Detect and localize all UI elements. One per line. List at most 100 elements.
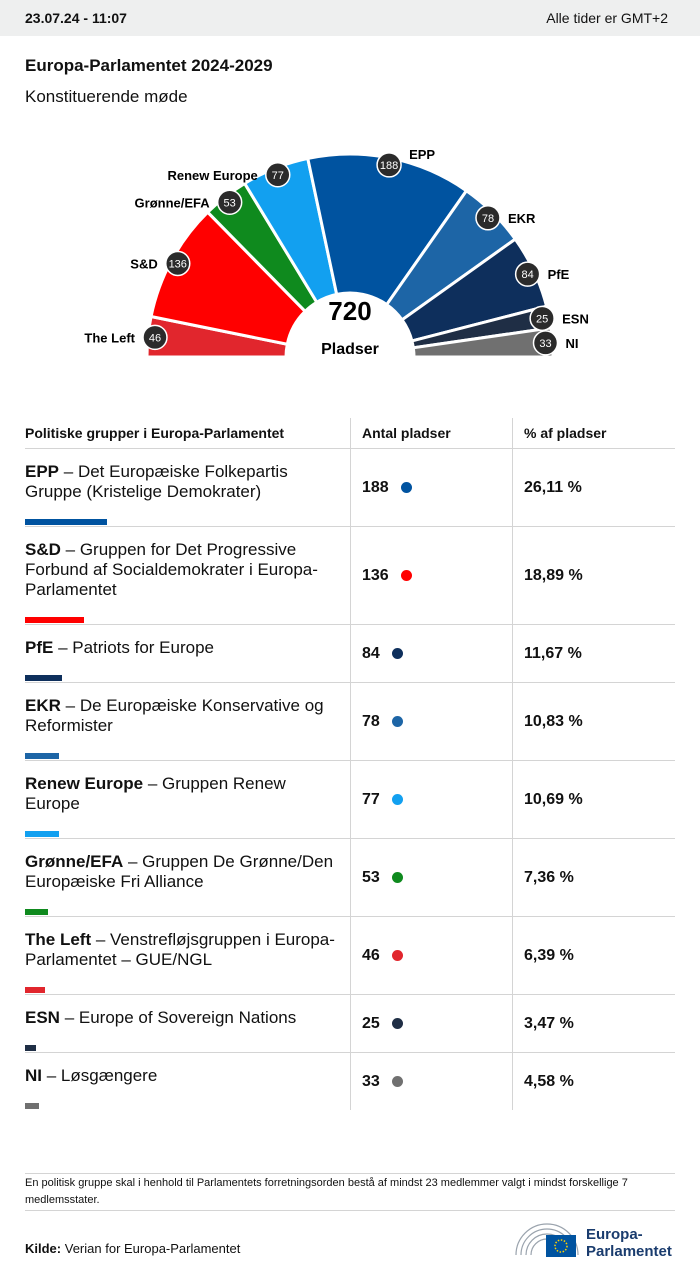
group-abbr: PfE	[25, 638, 54, 657]
group-abbr: Renew Europe	[25, 774, 144, 793]
seat-bar	[25, 987, 46, 993]
value-label: 77	[272, 170, 284, 182]
column-header: % af pladser	[512, 418, 675, 448]
seat-segment	[149, 210, 308, 347]
group-description: – Det Europæiske Folkepartis Gruppe (Kri…	[25, 462, 288, 501]
color-dot	[400, 570, 412, 581]
value-bubble	[514, 261, 541, 287]
group-text: The Left – Venstrefløjsgruppen i Europa-…	[25, 930, 340, 970]
seats-value: 84	[362, 644, 380, 662]
group-abbr: Grønne/EFA	[25, 852, 124, 871]
group-abbr: The Left	[25, 930, 92, 949]
value-label: 84	[522, 269, 534, 281]
group-text: Grønne/EFA – Gruppen De Grønne/Den Europ…	[25, 852, 340, 892]
seats-value: 46	[362, 946, 380, 964]
percent-cell: 3,47 %	[512, 995, 675, 1052]
table-row: PfE – Patriots for Europe 84 11,67 %	[25, 625, 675, 683]
seats-value: 78	[362, 712, 380, 730]
color-dot	[391, 1018, 403, 1029]
group-cell: NI – Løsgængere	[25, 1053, 350, 1110]
category-label: EPP	[409, 147, 435, 162]
color-dot	[391, 1076, 403, 1087]
seat-bar	[25, 675, 62, 681]
logo-text: Parlamentet	[586, 1243, 672, 1260]
seats-cell: 33	[350, 1053, 512, 1110]
seats-cell: 84	[350, 625, 512, 682]
logo-text: Europa-	[586, 1226, 643, 1243]
table-row: EKR – De Europæiske Konservative og Refo…	[25, 683, 675, 761]
group-cell: S&D – Gruppen for Det Progressive Forbun…	[25, 527, 350, 624]
seats-value: 188	[362, 478, 389, 496]
value-label: 33	[539, 338, 551, 350]
table-row: Renew Europe – Gruppen Renew Europe 77 10,…	[25, 761, 675, 839]
percent-value: 10,69 %	[524, 790, 583, 808]
group-text: EKR – De Europæiske Konservative og Refo…	[25, 696, 340, 736]
group-cell: Renew Europe – Gruppen Renew Europe	[25, 761, 350, 838]
seat-bar	[25, 1045, 36, 1051]
seats-value: 53	[362, 868, 380, 886]
group-abbr: NI	[25, 1066, 42, 1085]
percent-cell: 18,89 %	[512, 527, 675, 624]
seats-value: 77	[362, 790, 380, 808]
table-row: NI – Løsgængere 33 4,58 %	[25, 1053, 675, 1110]
group-abbr: S&D	[25, 540, 61, 559]
group-description: – Gruppen for Det Progressive Forbund af…	[25, 540, 318, 599]
seat-segment	[306, 152, 469, 307]
group-abbr: ESN	[25, 1008, 60, 1027]
seats-table: Politiske grupper i Europa-Parlamentet A…	[25, 418, 675, 1110]
percent-value: 3,47 %	[524, 1014, 574, 1032]
group-abbr: EKR	[25, 696, 61, 715]
table-row: The Left – Venstrefløjsgruppen i Europa-…	[25, 917, 675, 995]
value-bubble	[165, 250, 191, 277]
group-cell: ESN – Europe of Sovereign Nations	[25, 995, 350, 1052]
category-label: Renew Europe	[167, 168, 257, 183]
category-label: The Left	[84, 330, 135, 345]
value-label: 25	[536, 313, 548, 325]
category-label: Grønne/EFA	[135, 195, 211, 210]
group-text: ESN – Europe of Sovereign Nations	[25, 1008, 340, 1028]
seats-value: 33	[362, 1072, 380, 1090]
category-label: S&D	[130, 256, 157, 271]
seats-cell: 77	[350, 761, 512, 838]
timezone: Alle tider er GMT+2	[546, 10, 668, 26]
percent-value: 4,58 %	[524, 1072, 574, 1090]
value-bubble	[265, 162, 291, 188]
percent-cell: 10,69 %	[512, 761, 675, 838]
source-text: Verian for Europa-Parlamentet	[64, 1241, 241, 1256]
value-label: 136	[169, 258, 187, 270]
group-cell: EPP – Det Europæiske Folkepartis Gruppe …	[25, 449, 350, 526]
total-seats: 720	[328, 296, 371, 326]
table-header: Politiske grupper i Europa-Parlamentet A…	[25, 418, 675, 449]
group-description: – Europe of Sovereign Nations	[64, 1008, 297, 1027]
seat-bar	[25, 1103, 40, 1109]
color-dot	[400, 482, 412, 493]
logo: Europa- Parlamentet	[515, 1223, 672, 1260]
percent-cell: 10,83 %	[512, 683, 675, 760]
category-label: EKR	[508, 211, 536, 226]
group-description: – Patriots for Europe	[58, 638, 214, 657]
group-text: PfE – Patriots for Europe	[25, 638, 340, 658]
table-row: S&D – Gruppen for Det Progressive Forbun…	[25, 527, 675, 625]
column-header: Politiske grupper i Europa-Parlamentet	[25, 425, 285, 441]
seats-cell: 78	[350, 683, 512, 760]
value-bubble	[376, 152, 402, 178]
footnote: En politisk gruppe skal i henhold til Pa…	[25, 1173, 675, 1211]
percent-cell: 4,58 %	[512, 1053, 675, 1110]
category-label: NI	[565, 336, 578, 351]
top-bar: 23.07.24 - 11:07 Alle tider er GMT+2	[0, 0, 700, 36]
table-row: ESN – Europe of Sovereign Nations 25 3,47 …	[25, 995, 675, 1053]
seat-bar	[25, 909, 49, 915]
percent-value: 6,39 %	[524, 946, 574, 964]
percent-cell: 7,36 %	[512, 839, 675, 916]
category-label: PfE	[548, 267, 570, 282]
chart-subtitle: Konstituerende møde	[25, 87, 188, 106]
source-label: Kilde:	[25, 1241, 62, 1256]
group-text: Renew Europe – Gruppen Renew Europe	[25, 774, 340, 814]
seats-cell: 188	[350, 449, 512, 526]
total-label: Pladser	[321, 341, 379, 358]
percent-cell: 6,39 %	[512, 917, 675, 994]
group-description: – Løsgængere	[46, 1066, 158, 1085]
table-row: Grønne/EFA – Gruppen De Grønne/Den Europ…	[25, 839, 675, 917]
